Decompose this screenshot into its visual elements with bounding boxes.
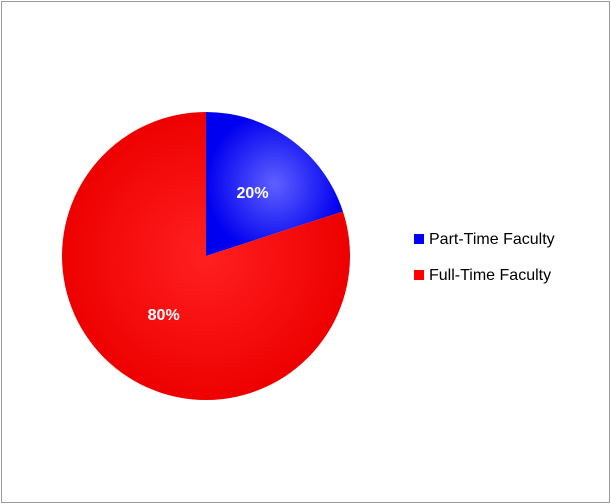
legend: Part-Time Faculty Full-Time Faculty: [414, 231, 555, 284]
pie-slices: [61, 112, 351, 401]
pie-slice-labels: 20% 80%: [148, 185, 269, 324]
pie-slice-full-time-faculty: [61, 112, 351, 401]
slice-label-2: 80%: [148, 307, 180, 324]
slice-label-1: 20%: [237, 185, 269, 202]
legend-label-2: Full-Time Faculty: [429, 267, 551, 284]
legend-swatch-2: [414, 270, 424, 280]
pie-slice-part-time-faculty: [206, 112, 343, 256]
legend-label-1: Part-Time Faculty: [429, 231, 555, 248]
legend-swatch-1: [414, 234, 424, 244]
